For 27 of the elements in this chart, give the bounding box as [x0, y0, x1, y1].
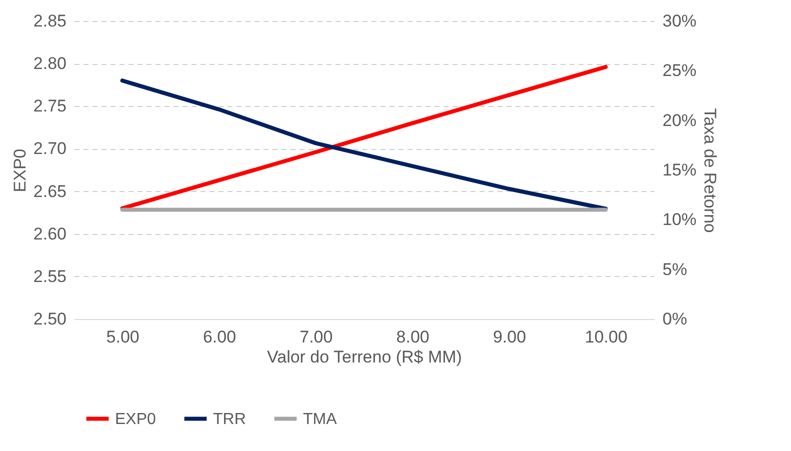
y2-tick-label: 10% [662, 210, 697, 230]
x-tick-label: 8.00 [396, 328, 430, 346]
y-tick-label: 2.85 [33, 12, 66, 30]
legend-label: TRR [213, 410, 246, 428]
y2-tick-label: 15% [662, 160, 697, 180]
x-tick-label: 10.00 [584, 328, 628, 346]
y2-tick-label: 5% [662, 260, 688, 279]
y-tick-label: 2.60 [33, 224, 66, 244]
y-tick-label: 2.65 [33, 182, 66, 201]
x-tick-label: 7.00 [300, 328, 333, 346]
x-tick-label: 9.00 [492, 328, 526, 346]
y-tick-label: 2.75 [33, 96, 66, 116]
legend-label: EXP0 [115, 410, 156, 428]
y2-axis-title: Taxa de Retorno [700, 108, 720, 233]
x-tick-label: 5.00 [106, 328, 140, 346]
y-tick-label: 2.80 [33, 54, 66, 74]
y-tick-label: 2.70 [33, 139, 66, 158]
x-axis-title: Valor do Terreno (R$ MM) [267, 348, 462, 366]
y-axis-title: EXP0 [10, 148, 30, 192]
y2-tick-label: 30% [662, 12, 697, 30]
y2-tick-label: 25% [662, 61, 697, 80]
y-tick-label: 2.50 [33, 310, 66, 328]
legend-label: TMA [303, 410, 338, 428]
y-tick-label: 2.55 [33, 266, 66, 286]
y2-tick-label: 20% [662, 110, 697, 130]
x-tick-label: 6.00 [202, 328, 236, 346]
y2-tick-label: 0% [662, 310, 688, 328]
